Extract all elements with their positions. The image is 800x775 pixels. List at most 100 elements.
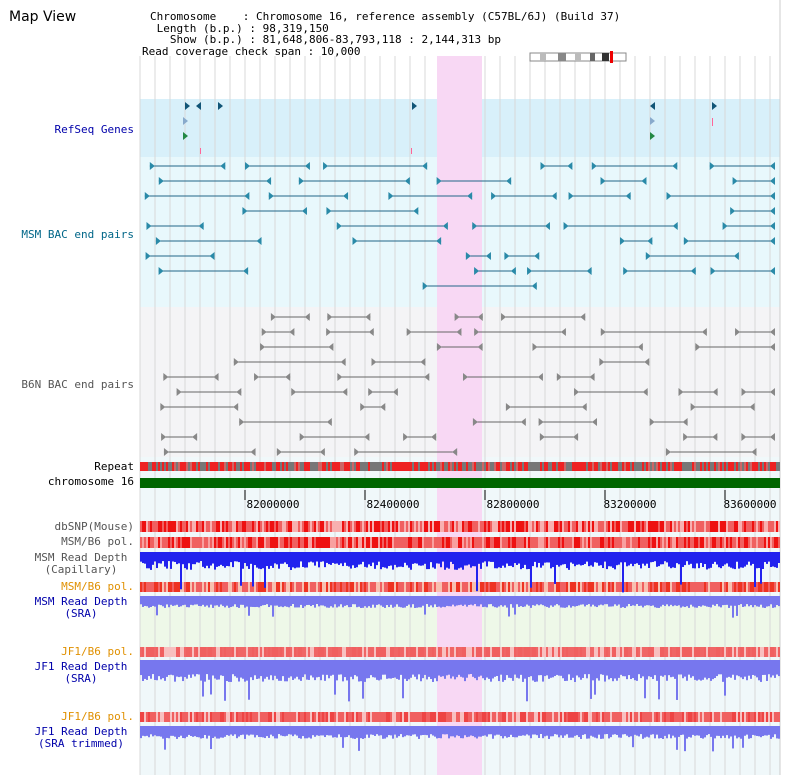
b6n-bac-end[interactable]: [712, 388, 718, 396]
b6n-bac-end[interactable]: [538, 418, 544, 426]
refseq-gene-arrow[interactable]: [650, 117, 655, 125]
msm-bac-end[interactable]: [323, 162, 329, 170]
msm-bac-end[interactable]: [465, 252, 471, 260]
refseq-gene-arrow[interactable]: [218, 102, 223, 110]
b6n-bac-end[interactable]: [424, 373, 430, 381]
msm-bac-end[interactable]: [722, 222, 728, 230]
b6n-bac-end[interactable]: [749, 403, 755, 411]
b6n-bac-end[interactable]: [354, 448, 360, 456]
b6n-bac-end[interactable]: [380, 403, 386, 411]
b6n-bac-end[interactable]: [474, 328, 480, 336]
b6n-bac-end[interactable]: [477, 343, 483, 351]
msm-bac-end[interactable]: [149, 162, 155, 170]
msm-bac-end[interactable]: [770, 177, 775, 185]
b6n-bac-end[interactable]: [573, 433, 579, 441]
refseq-gene-arrow[interactable]: [185, 102, 190, 110]
b6n-bac-end[interactable]: [501, 313, 507, 321]
msm-bac-end[interactable]: [422, 282, 428, 290]
msm-bac-end[interactable]: [388, 192, 394, 200]
msm-bac-end[interactable]: [591, 162, 597, 170]
b6n-bac-end[interactable]: [574, 388, 580, 396]
b6n-bac-end[interactable]: [236, 388, 242, 396]
msm-bac-end[interactable]: [144, 192, 150, 200]
b6n-bac-end[interactable]: [161, 433, 167, 441]
msm-bac-end[interactable]: [531, 282, 537, 290]
b6n-bac-end[interactable]: [326, 418, 332, 426]
msm-bac-end[interactable]: [619, 237, 625, 245]
b6n-bac-end[interactable]: [160, 403, 166, 411]
b6n-bac-end[interactable]: [239, 418, 245, 426]
msm-bac-end[interactable]: [485, 252, 491, 260]
b6n-bac-end[interactable]: [291, 388, 297, 396]
b6n-bac-end[interactable]: [539, 433, 545, 441]
msm-bac-end[interactable]: [534, 252, 540, 260]
msm-bac-end[interactable]: [770, 207, 775, 215]
msm-bac-end[interactable]: [304, 162, 310, 170]
b6n-bac-end[interactable]: [741, 388, 747, 396]
msm-bac-end[interactable]: [709, 162, 715, 170]
b6n-bac-end[interactable]: [342, 388, 348, 396]
msm-bac-end[interactable]: [145, 252, 151, 260]
msm-bac-end[interactable]: [220, 162, 226, 170]
msm-bac-end[interactable]: [506, 177, 512, 185]
b6n-bac-end[interactable]: [560, 328, 566, 336]
b6n-bac-end[interactable]: [682, 418, 688, 426]
msm-bac-end[interactable]: [732, 177, 738, 185]
b6n-bac-end[interactable]: [456, 328, 462, 336]
b6n-bac-end[interactable]: [371, 358, 377, 366]
msm-bac-end[interactable]: [551, 192, 557, 200]
b6n-bac-end[interactable]: [556, 373, 562, 381]
b6n-bac-end[interactable]: [644, 358, 650, 366]
msm-bac-end[interactable]: [467, 192, 473, 200]
b6n-bac-end[interactable]: [260, 343, 266, 351]
msm-bac-end[interactable]: [158, 267, 164, 275]
b6n-bac-end[interactable]: [392, 388, 398, 396]
msm-bac-end[interactable]: [647, 237, 653, 245]
b6n-bac-end[interactable]: [735, 328, 741, 336]
refseq-gene-arrow[interactable]: [650, 132, 655, 140]
refseq-gene-arrow[interactable]: [183, 132, 188, 140]
b6n-bac-end[interactable]: [304, 313, 310, 321]
msm-bac-end[interactable]: [770, 192, 775, 200]
msm-bac-end[interactable]: [491, 192, 497, 200]
b6n-bac-end[interactable]: [637, 343, 643, 351]
msm-bac-end[interactable]: [343, 192, 349, 200]
msm-bac-end[interactable]: [158, 177, 164, 185]
msm-bac-end[interactable]: [326, 207, 332, 215]
b6n-bac-end[interactable]: [289, 328, 295, 336]
msm-bac-end[interactable]: [568, 192, 574, 200]
b6n-bac-end[interactable]: [701, 328, 707, 336]
msm-bac-end[interactable]: [209, 252, 215, 260]
b6n-bac-end[interactable]: [505, 403, 511, 411]
b6n-bac-end[interactable]: [649, 418, 655, 426]
b6n-bac-end[interactable]: [285, 373, 291, 381]
b6n-bac-end[interactable]: [770, 343, 775, 351]
msm-bac-end[interactable]: [563, 222, 569, 230]
b6n-bac-end[interactable]: [452, 448, 458, 456]
msm-bac-end[interactable]: [472, 222, 478, 230]
b6n-bac-end[interactable]: [770, 328, 775, 336]
b6n-bac-end[interactable]: [678, 388, 684, 396]
msm-bac-end[interactable]: [770, 222, 775, 230]
b6n-bac-end[interactable]: [337, 373, 343, 381]
msm-bac-end[interactable]: [672, 222, 678, 230]
msm-bac-end[interactable]: [645, 252, 651, 260]
b6n-bac-end[interactable]: [532, 343, 538, 351]
refseq-gene-arrow[interactable]: [712, 102, 717, 110]
msm-bac-end[interactable]: [155, 237, 161, 245]
b6n-bac-end[interactable]: [741, 433, 747, 441]
b6n-bac-end[interactable]: [254, 373, 260, 381]
msm-bac-end[interactable]: [268, 192, 274, 200]
b6n-bac-end[interactable]: [270, 313, 276, 321]
msm-bac-end[interactable]: [301, 207, 307, 215]
msm-bac-end[interactable]: [336, 222, 342, 230]
msm-bac-end[interactable]: [245, 162, 251, 170]
msm-bac-end[interactable]: [244, 192, 250, 200]
b6n-bac-end[interactable]: [420, 358, 426, 366]
b6n-bac-end[interactable]: [261, 328, 267, 336]
b6n-bac-end[interactable]: [163, 373, 169, 381]
msm-bac-end[interactable]: [436, 177, 442, 185]
b6n-bac-end[interactable]: [477, 313, 483, 321]
msm-bac-end[interactable]: [623, 267, 629, 275]
b6n-bac-end[interactable]: [163, 448, 169, 456]
